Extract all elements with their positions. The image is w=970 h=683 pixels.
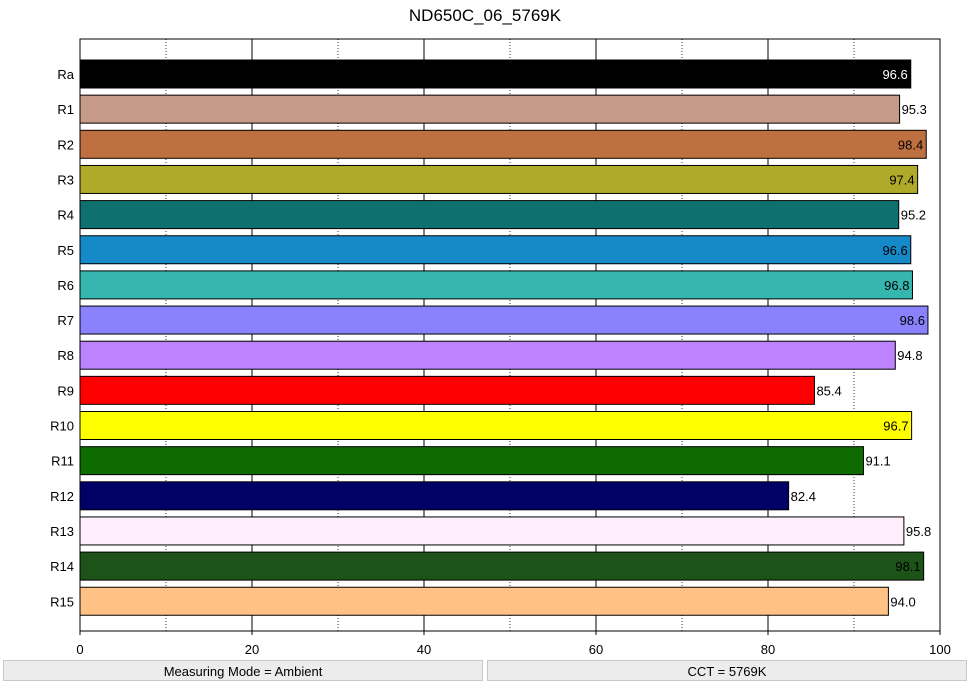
bar-r13 bbox=[79, 516, 905, 546]
value-label: 98.1 bbox=[895, 559, 920, 574]
value-label: 98.6 bbox=[900, 313, 925, 328]
value-label: 95.8 bbox=[906, 524, 931, 539]
category-label: R11 bbox=[51, 454, 74, 469]
bar-r10 bbox=[79, 411, 913, 440]
bar-r12 bbox=[79, 481, 790, 511]
x-tick-label: 40 bbox=[417, 642, 431, 657]
measuring-mode-status: Measuring Mode = Ambient bbox=[3, 660, 483, 681]
value-label: 96.6 bbox=[882, 67, 907, 82]
category-label: Ra bbox=[57, 67, 74, 82]
bar-r3 bbox=[79, 164, 919, 194]
category-label: R6 bbox=[57, 278, 74, 293]
category-label: R12 bbox=[50, 489, 74, 504]
category-label: R5 bbox=[57, 243, 74, 258]
bar-r7 bbox=[79, 305, 929, 335]
value-label: 96.7 bbox=[883, 419, 908, 434]
category-label: R3 bbox=[57, 172, 74, 187]
category-label: R10 bbox=[50, 419, 74, 434]
category-label: R4 bbox=[57, 208, 74, 223]
bar-r1 bbox=[79, 94, 901, 124]
value-label: 82.4 bbox=[791, 489, 816, 504]
category-label: R1 bbox=[57, 102, 74, 117]
category-label: R13 bbox=[50, 524, 74, 539]
x-tick-label: 0 bbox=[76, 642, 83, 657]
category-label: R14 bbox=[50, 559, 74, 574]
bar-r5 bbox=[79, 235, 912, 265]
value-label: 85.4 bbox=[816, 383, 841, 398]
category-label: R9 bbox=[57, 383, 74, 398]
cct-status: CCT = 5769K bbox=[487, 660, 967, 681]
chart-title: ND650C_06_5769K bbox=[408, 6, 562, 25]
value-label: 96.6 bbox=[882, 243, 907, 258]
bar-r9 bbox=[79, 375, 815, 405]
value-label: 97.4 bbox=[889, 172, 914, 187]
value-label: 96.8 bbox=[884, 278, 909, 293]
bar-r6 bbox=[79, 270, 913, 300]
category-label: R8 bbox=[57, 348, 74, 363]
category-label: R15 bbox=[50, 594, 74, 609]
value-label: 94.8 bbox=[897, 348, 922, 363]
bar-r8 bbox=[79, 340, 896, 370]
bar-r15 bbox=[79, 586, 889, 616]
category-label: R2 bbox=[57, 137, 74, 152]
bar-r4 bbox=[79, 200, 900, 230]
bar-ra bbox=[79, 59, 912, 89]
x-tick-label: 20 bbox=[245, 642, 259, 657]
bar-r11 bbox=[79, 446, 864, 476]
bar-r2 bbox=[79, 129, 927, 159]
x-tick-label: 60 bbox=[589, 642, 603, 657]
x-tick-label: 80 bbox=[761, 642, 775, 657]
value-label: 91.1 bbox=[865, 454, 890, 469]
value-label: 95.3 bbox=[902, 102, 927, 117]
x-tick-label: 100 bbox=[929, 642, 951, 657]
value-label: 98.4 bbox=[898, 137, 923, 152]
category-label: R7 bbox=[57, 313, 74, 328]
bar-r14 bbox=[79, 551, 925, 581]
value-label: 94.0 bbox=[890, 594, 915, 609]
value-label: 95.2 bbox=[901, 208, 926, 223]
